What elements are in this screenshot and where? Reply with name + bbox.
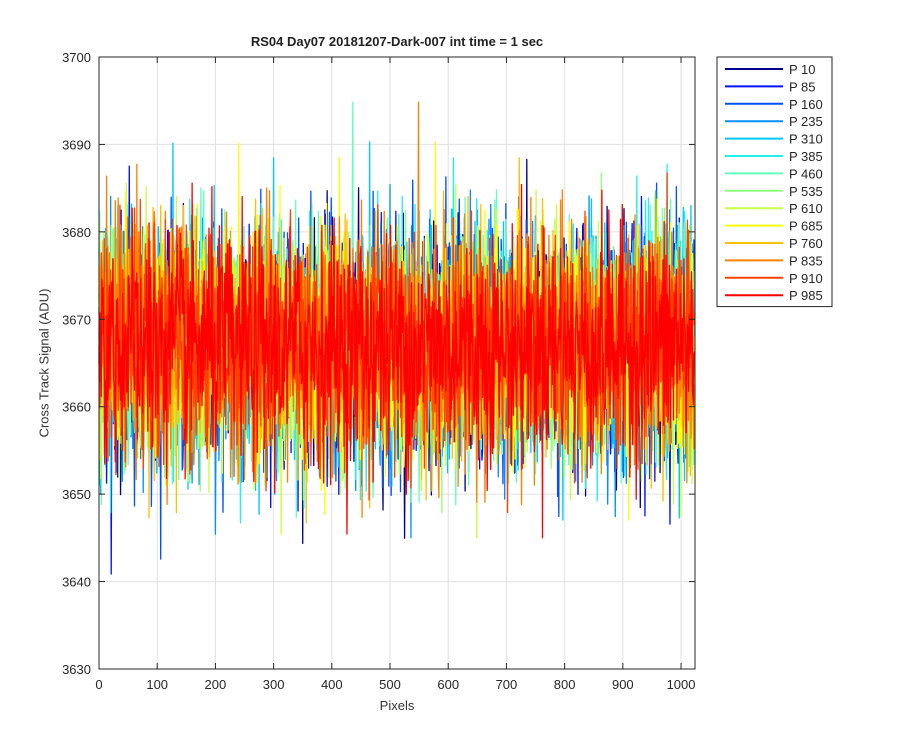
legend-label: P 535 [789,184,823,199]
x-tick-label: 400 [321,677,343,692]
legend-label: P 760 [789,236,823,251]
legend-label: P 910 [789,271,823,286]
y-tick-label: 3650 [62,487,91,502]
y-tick-label: 3670 [62,312,91,327]
y-tick-label: 3700 [62,50,91,65]
legend-label: P 10 [789,62,816,77]
series-line-p985 [98,182,696,539]
y-tick-label: 3660 [62,400,91,415]
legend-label: P 985 [789,288,823,303]
y-axis-label: Cross Track Signal (ADU) [36,288,52,438]
x-tick-label: 1000 [667,677,696,692]
legend-label: P 235 [789,114,823,129]
y-tick-label: 3630 [62,662,91,677]
x-tick-label: 200 [205,677,227,692]
legend-label: P 85 [789,79,816,94]
legend-label: P 160 [789,97,823,112]
x-tick-label: 700 [496,677,518,692]
axes-box [98,56,696,670]
x-axis-label: Pixels [379,698,415,713]
y-tick-label: 3640 [62,575,91,590]
y-tick-label: 3680 [62,225,91,240]
legend-label: P 310 [789,132,823,147]
legend-label: P 610 [789,201,823,216]
legend-label: P 460 [789,166,823,181]
chart-title: RS04 Day07 20181207-Dark-007 int time = … [250,34,544,49]
x-tick-label: 500 [379,677,401,692]
legend-label: P 385 [789,149,823,164]
x-tick-label: 800 [554,677,576,692]
x-tick-label: 900 [612,677,634,692]
y-tick-label: 3690 [62,137,91,152]
x-tick-label: 0 [95,677,102,692]
legend-label: P 835 [789,253,823,268]
x-tick-label: 600 [437,677,459,692]
x-tick-label: 300 [263,677,285,692]
legend-box [716,56,833,308]
legend-label: P 685 [789,219,823,234]
x-tick-label: 100 [146,677,168,692]
